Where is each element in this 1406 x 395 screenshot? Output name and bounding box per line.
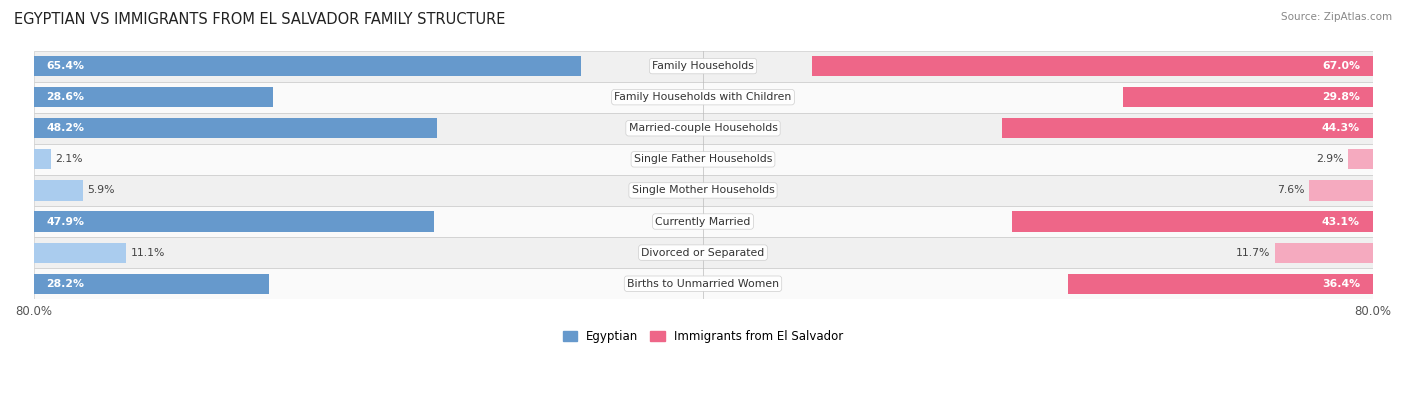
- Bar: [1275, 243, 1372, 263]
- Text: EGYPTIAN VS IMMIGRANTS FROM EL SALVADOR FAMILY STRUCTURE: EGYPTIAN VS IMMIGRANTS FROM EL SALVADOR …: [14, 12, 505, 27]
- Bar: [34, 206, 1372, 237]
- Text: Currently Married: Currently Married: [655, 216, 751, 226]
- Text: 29.8%: 29.8%: [1322, 92, 1360, 102]
- Bar: [1348, 149, 1372, 169]
- Text: 43.1%: 43.1%: [1322, 216, 1360, 226]
- Bar: [1069, 274, 1372, 294]
- Text: 28.2%: 28.2%: [46, 279, 84, 289]
- Bar: [34, 181, 83, 201]
- Text: Single Mother Households: Single Mother Households: [631, 185, 775, 196]
- Bar: [34, 118, 437, 138]
- Text: Family Households: Family Households: [652, 61, 754, 71]
- Text: 5.9%: 5.9%: [87, 185, 114, 196]
- Text: 36.4%: 36.4%: [1322, 279, 1360, 289]
- Bar: [34, 268, 1372, 299]
- Text: Family Households with Children: Family Households with Children: [614, 92, 792, 102]
- Text: 11.1%: 11.1%: [131, 248, 165, 258]
- Bar: [34, 144, 1372, 175]
- Text: 65.4%: 65.4%: [46, 61, 84, 71]
- Bar: [811, 56, 1372, 76]
- Bar: [34, 237, 1372, 268]
- Text: 28.6%: 28.6%: [46, 92, 84, 102]
- Bar: [34, 87, 273, 107]
- Bar: [34, 274, 270, 294]
- Bar: [34, 113, 1372, 144]
- Text: Divorced or Separated: Divorced or Separated: [641, 248, 765, 258]
- Bar: [34, 51, 1372, 82]
- Text: 11.7%: 11.7%: [1236, 248, 1271, 258]
- Text: Single Father Households: Single Father Households: [634, 154, 772, 164]
- Text: 48.2%: 48.2%: [46, 123, 84, 133]
- Bar: [1001, 118, 1372, 138]
- Text: Births to Unmarried Women: Births to Unmarried Women: [627, 279, 779, 289]
- Text: 47.9%: 47.9%: [46, 216, 84, 226]
- Bar: [34, 211, 434, 231]
- Bar: [1012, 211, 1372, 231]
- Text: Married-couple Households: Married-couple Households: [628, 123, 778, 133]
- Bar: [34, 175, 1372, 206]
- Text: 44.3%: 44.3%: [1322, 123, 1360, 133]
- Text: 2.9%: 2.9%: [1316, 154, 1344, 164]
- Bar: [34, 82, 1372, 113]
- Bar: [34, 243, 127, 263]
- Legend: Egyptian, Immigrants from El Salvador: Egyptian, Immigrants from El Salvador: [558, 325, 848, 348]
- Text: 2.1%: 2.1%: [55, 154, 83, 164]
- Text: 7.6%: 7.6%: [1277, 185, 1305, 196]
- Bar: [1309, 181, 1372, 201]
- Bar: [34, 149, 51, 169]
- Text: Source: ZipAtlas.com: Source: ZipAtlas.com: [1281, 12, 1392, 22]
- Text: 67.0%: 67.0%: [1322, 61, 1360, 71]
- Bar: [34, 56, 581, 76]
- Bar: [1123, 87, 1372, 107]
